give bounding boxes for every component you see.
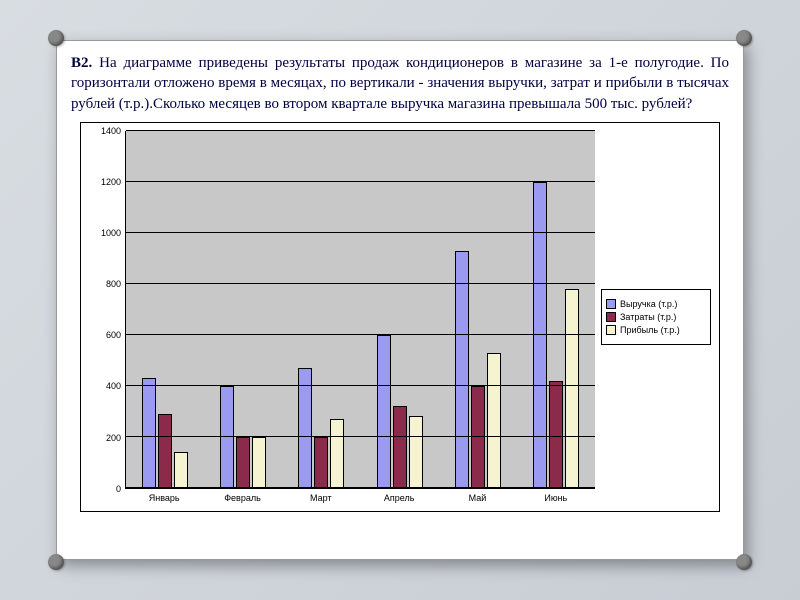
gridline — [126, 436, 595, 437]
bar — [487, 353, 501, 488]
corner-pin-icon — [48, 554, 64, 570]
bar-group — [126, 131, 204, 488]
y-tick-label: 600 — [106, 330, 121, 340]
y-tick-label: 200 — [106, 433, 121, 443]
bar — [314, 437, 328, 488]
y-tick-label: 1200 — [101, 177, 121, 187]
bar — [533, 182, 547, 488]
y-tick-label: 400 — [106, 381, 121, 391]
legend-item: Выручка (т.р.) — [606, 299, 706, 309]
legend-label: Затраты (т.р.) — [620, 312, 676, 322]
y-tick-label: 1000 — [101, 228, 121, 238]
legend-label: Выручка (т.р.) — [620, 299, 677, 309]
legend-label: Прибыль (т.р.) — [620, 325, 680, 335]
legend-item: Прибыль (т.р.) — [606, 325, 706, 335]
bar — [142, 378, 156, 488]
problem-text: В2. На диаграмме приведены результаты пр… — [71, 53, 729, 114]
legend-swatch — [606, 312, 616, 322]
bar — [455, 251, 469, 488]
bar — [236, 437, 250, 488]
gridline — [126, 385, 595, 386]
gridline — [126, 334, 595, 335]
x-tick-label: Март — [282, 489, 360, 503]
bar — [158, 414, 172, 488]
gridline — [126, 232, 595, 233]
y-tick-label: 1400 — [101, 126, 121, 136]
bar — [298, 368, 312, 488]
legend-swatch — [606, 299, 616, 309]
bar-group — [517, 131, 595, 488]
bar — [409, 416, 423, 487]
x-tick-label: Апрель — [360, 489, 438, 503]
bar — [330, 419, 344, 488]
bar — [174, 452, 188, 488]
corner-pin-icon — [736, 554, 752, 570]
x-tick-label: Январь — [125, 489, 203, 503]
gridline — [126, 181, 595, 182]
chart-container: 0200400600800100012001400 ЯнварьФевральМ… — [80, 122, 720, 512]
bar — [565, 289, 579, 488]
paper-sheet: В2. На диаграмме приведены результаты пр… — [56, 40, 744, 560]
bar — [549, 381, 563, 488]
x-axis-labels: ЯнварьФевральМартАпрельМайИюнь — [125, 489, 595, 503]
x-tick-label: Февраль — [203, 489, 281, 503]
bar-group — [439, 131, 517, 488]
corner-pin-icon — [736, 30, 752, 46]
bar — [471, 386, 485, 488]
bar — [377, 335, 391, 488]
bar — [393, 406, 407, 488]
chart-legend: Выручка (т.р.) Затраты (т.р.) Прибыль (т.р… — [601, 289, 711, 345]
bar — [252, 437, 266, 488]
bars-row — [126, 131, 595, 488]
problem-label: В2. — [71, 55, 92, 71]
x-tick-label: Май — [438, 489, 516, 503]
bar — [220, 386, 234, 488]
bar-group — [361, 131, 439, 488]
gridline — [126, 283, 595, 284]
plot-surface — [125, 131, 595, 489]
y-tick-label: 800 — [106, 279, 121, 289]
legend-item: Затраты (т.р.) — [606, 312, 706, 322]
y-axis: 0200400600800100012001400 — [89, 131, 125, 489]
bar-group — [282, 131, 360, 488]
legend-swatch — [606, 325, 616, 335]
gridline — [126, 487, 595, 488]
problem-body: На диаграмме приведены результаты продаж… — [71, 55, 729, 112]
corner-pin-icon — [48, 30, 64, 46]
y-tick-label: 0 — [116, 484, 121, 494]
chart-plot-area: 0200400600800100012001400 — [89, 131, 595, 489]
gridline — [126, 130, 595, 131]
x-tick-label: Июнь — [517, 489, 595, 503]
bar-group — [204, 131, 282, 488]
